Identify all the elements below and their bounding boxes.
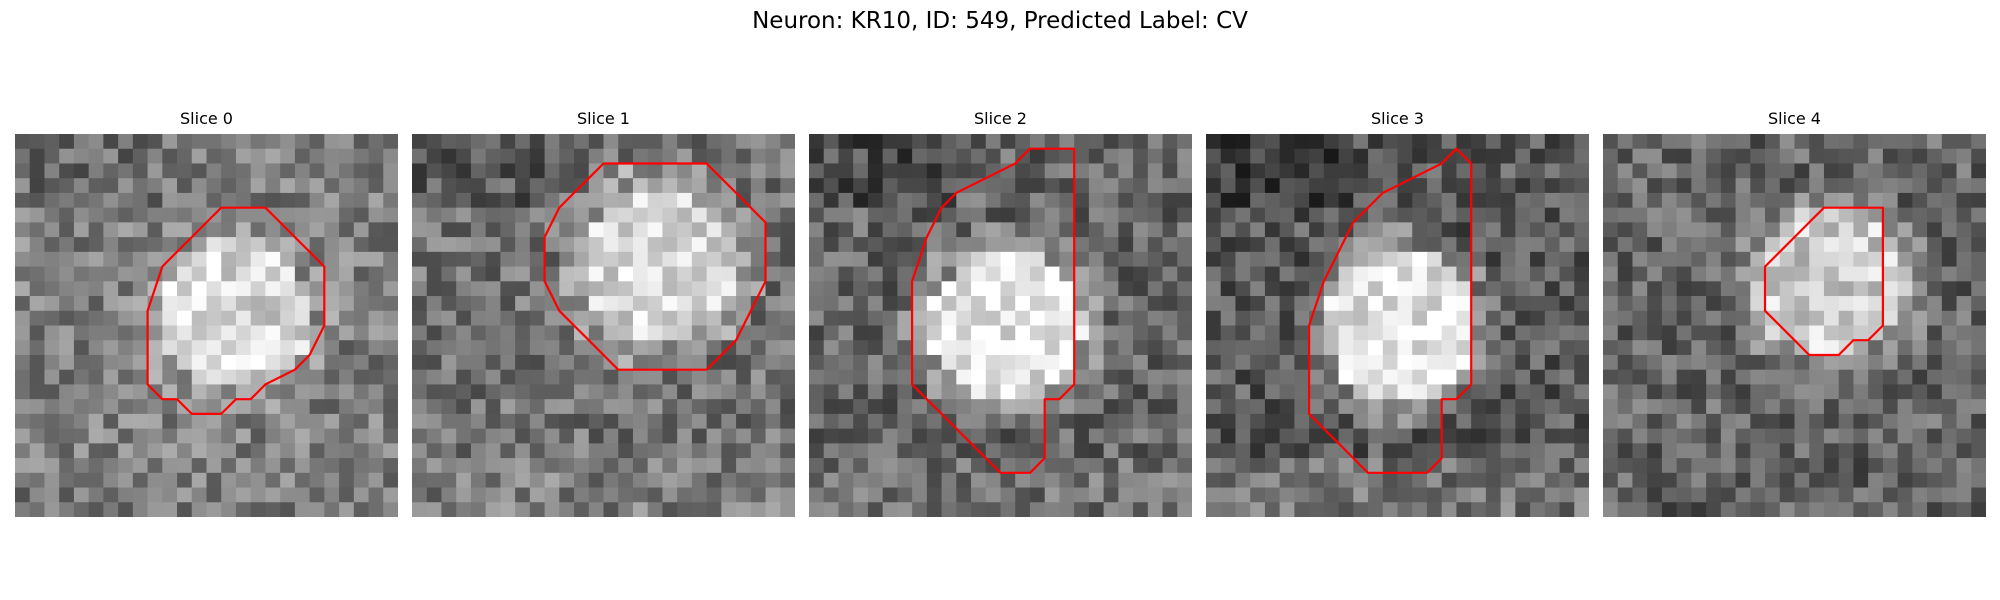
- slice-panel-1: Slice 1: [412, 108, 795, 517]
- grayscale-pixels: [412, 134, 795, 517]
- slice-panel-0: Slice 0: [15, 108, 398, 517]
- slice-image: [1603, 134, 1986, 517]
- roi-contour: [146, 206, 326, 415]
- slice-title: Slice 4: [1768, 109, 1821, 128]
- slice-panel-4: Slice 4: [1603, 108, 1986, 517]
- roi-contour: [543, 162, 767, 371]
- grayscale-pixels: [15, 134, 398, 517]
- slice-title: Slice 2: [974, 109, 1027, 128]
- grayscale-pixels: [1603, 134, 1986, 517]
- slice-image: [412, 134, 795, 517]
- figure-title: Neuron: KR10, ID: 549, Predicted Label: …: [752, 8, 1248, 34]
- roi-contour: [1763, 206, 1884, 357]
- slice-title: Slice 0: [180, 109, 233, 128]
- grayscale-pixels: [809, 134, 1192, 517]
- grayscale-pixels: [1206, 134, 1589, 517]
- slice-image: [1206, 134, 1589, 517]
- slice-panel-3: Slice 3: [1206, 108, 1589, 517]
- roi-contour: [1307, 147, 1473, 474]
- slice-title: Slice 3: [1371, 109, 1424, 128]
- slice-image: [809, 134, 1192, 517]
- slice-image: [15, 134, 398, 517]
- slice-panel-2: Slice 2: [809, 108, 1192, 517]
- slice-title: Slice 1: [577, 109, 630, 128]
- roi-contour: [910, 147, 1076, 474]
